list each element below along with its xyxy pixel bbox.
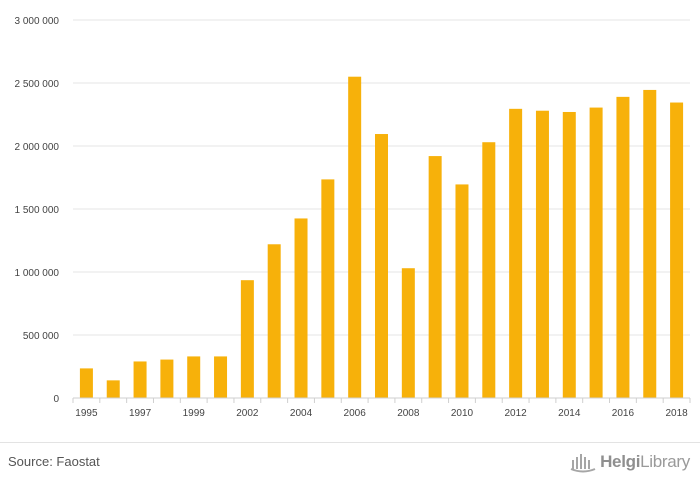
bar-2017 (643, 89, 657, 399)
bar-2007 (375, 134, 388, 398)
bar-2004 (294, 218, 308, 398)
bar-2018 (670, 102, 684, 398)
bar-1998 (160, 359, 174, 398)
bar-1996 (106, 380, 120, 398)
y-tick-label: 3 000 000 (15, 16, 60, 27)
y-axis: 0 500 000 1 000 000 1 500 000 2 000 000 2 500… (15, 16, 60, 405)
x-tick-label: 2010 (451, 408, 474, 419)
y-tick-label: 0 (53, 394, 59, 405)
bar-1999 (187, 356, 201, 398)
bar-2016 (616, 96, 630, 399)
x-tick-label: 2006 (344, 408, 367, 419)
source-label: Source: Faostat (8, 454, 100, 469)
brand-name-rest: Library (640, 452, 690, 471)
footer: Source: Faostat HelgiLibrary (0, 442, 700, 483)
y-tick-label: 2 000 000 (15, 142, 60, 153)
x-tick-label: 1997 (129, 408, 152, 419)
x-axis: 1995 1997 1999 2002 2004 2006 2008 2010 2012 2014… (72, 398, 691, 419)
x-tick-label: 1995 (75, 408, 98, 419)
bar-2010 (455, 184, 469, 398)
bar-chart: 0 500 000 1 000 000 1 500 000 2 000 000 2 500… (15, 16, 691, 419)
y-tick-label: 1 000 000 (15, 268, 60, 279)
bar-2013 (535, 110, 549, 398)
bar-2005 (321, 179, 335, 398)
y-tick-label: 500 000 (23, 331, 60, 342)
x-tick-label: 2016 (612, 408, 635, 419)
x-tick-label: 1999 (183, 408, 206, 419)
y-tick-label: 2 500 000 (15, 79, 60, 90)
bar-2003 (267, 244, 281, 398)
x-tick-label: 2012 (505, 408, 528, 419)
bar-2011 (482, 142, 496, 398)
brand-name: HelgiLibrary (600, 452, 690, 472)
bar-2009 (428, 156, 442, 398)
bar-2012 (509, 108, 523, 398)
bar-1995 (79, 368, 93, 398)
x-tick-label: 2018 (665, 408, 688, 419)
bars (79, 76, 684, 399)
x-tick-label: 2002 (236, 408, 259, 419)
bar-2006 (348, 76, 362, 398)
brand-name-bold: Helgi (600, 452, 641, 471)
y-tick-label: 1 500 000 (15, 205, 60, 216)
x-tick-label: 2008 (397, 408, 420, 419)
bar-1997 (133, 361, 147, 398)
bar-2008 (401, 268, 415, 398)
bar-2015 (589, 107, 603, 398)
brand[interactable]: HelgiLibrary (570, 451, 690, 473)
x-tick-label: 2014 (558, 408, 581, 419)
bar-2000 (214, 356, 228, 398)
bar-2014 (562, 111, 576, 398)
helgilibrary-logo-icon (570, 454, 596, 473)
x-tick-label: 2004 (290, 408, 313, 419)
bar-2002 (240, 280, 254, 398)
